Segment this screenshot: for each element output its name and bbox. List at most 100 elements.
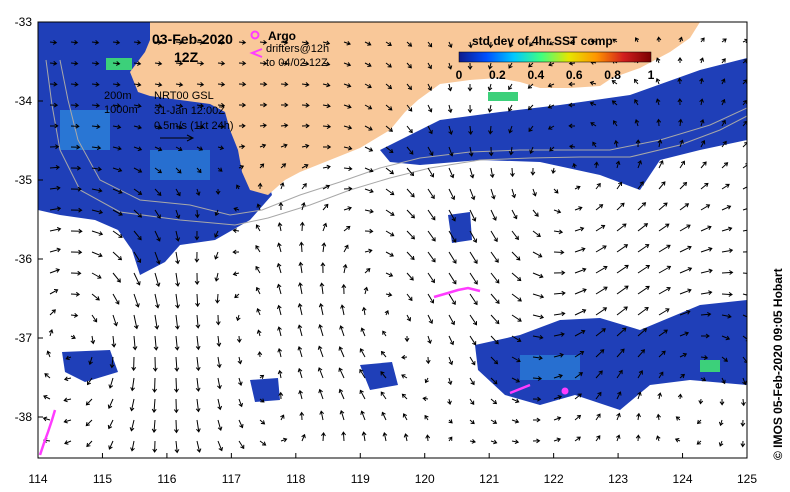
current-arrow: [322, 184, 331, 190]
current-arrow: [280, 81, 289, 87]
current-arrow: [238, 60, 247, 66]
current-arrow: [70, 291, 81, 297]
current-arrow: [527, 83, 534, 89]
current-arrow: [133, 167, 143, 173]
current-arrow: [741, 398, 746, 407]
current-arrow: [487, 104, 493, 113]
current-arrow: [343, 206, 352, 211]
current-arrow: [259, 40, 268, 45]
current-arrow: [469, 188, 476, 201]
current-arrow: [44, 373, 51, 379]
current-arrow: [700, 355, 709, 360]
current-arrow: [91, 272, 102, 279]
current-arrow: [111, 335, 117, 348]
current-arrow: [427, 293, 435, 304]
current-arrow: [447, 377, 453, 386]
current-arrow: [594, 161, 599, 169]
drifters-legend-sub: to 04/02 12Z: [266, 57, 328, 69]
map-plot-area: [38, 22, 747, 458]
current-arrow: [299, 221, 305, 232]
current-arrow: [616, 327, 627, 337]
current-arrow: [427, 62, 432, 70]
current-arrow: [406, 83, 412, 91]
current-arrow: [658, 160, 664, 169]
current-arrow: [572, 162, 577, 169]
current-arrow: [361, 306, 367, 316]
x-axis-tick-label: 114: [28, 472, 47, 486]
current-arrow: [637, 370, 643, 379]
current-arrow: [385, 272, 394, 277]
current-arrow: [427, 251, 436, 263]
current-arrow: [406, 272, 414, 281]
current-arrow: [194, 272, 200, 285]
current-arrow: [112, 209, 123, 216]
current-arrow: [657, 392, 663, 400]
current-arrow: [568, 81, 576, 87]
current-arrow: [301, 202, 306, 211]
current-arrow: [740, 419, 746, 427]
current-arrow: [86, 440, 93, 448]
current-arrow: [404, 335, 410, 343]
current-arrow: [487, 83, 493, 92]
current-arrow: [238, 398, 243, 408]
current-arrow: [385, 188, 395, 196]
x-axis-tick-label: 117: [222, 472, 241, 486]
current-arrow: [91, 145, 102, 151]
current-arrow: [721, 38, 727, 43]
current-arrow: [677, 77, 683, 85]
current-arrow: [338, 367, 345, 379]
current-arrow: [215, 293, 220, 304]
current-arrow: [112, 145, 122, 151]
current-arrow: [133, 230, 142, 241]
current-arrow: [468, 146, 474, 157]
y-axis: -33 -34 -35 -36 -37 -38: [15, 15, 43, 424]
current-arrow: [217, 102, 226, 108]
map-hour: 12Z: [174, 49, 199, 65]
imos-credit: © IMOS 05-Feb-2020 09:05 Hobart: [771, 268, 785, 460]
current-arrow: [380, 350, 387, 358]
current-arrow: [91, 61, 100, 66]
current-arrow: [216, 356, 222, 369]
current-arrow: [448, 436, 453, 442]
current-arrow: [321, 432, 326, 442]
current-arrow: [88, 356, 93, 366]
current-arrow: [108, 377, 114, 389]
current-arrow: [91, 293, 100, 301]
current-arrow: [548, 41, 555, 46]
current-arrow: [259, 143, 267, 149]
sst-patch-small2: [448, 212, 472, 243]
current-arrow: [427, 272, 435, 284]
current-arrow: [49, 123, 59, 129]
current-arrow: [551, 167, 556, 174]
current-arrow: [91, 103, 101, 108]
current-arrow: [361, 431, 367, 442]
current-arrow: [237, 377, 243, 386]
current-arrow: [322, 222, 328, 232]
current-arrow: [173, 419, 179, 434]
current-arrow: [427, 41, 433, 48]
current-arrow: [238, 440, 245, 450]
current-arrow: [217, 145, 225, 151]
current-arrow: [175, 314, 180, 330]
current-arrow: [467, 104, 473, 114]
current-arrow: [237, 356, 243, 365]
current-arrow: [259, 102, 268, 108]
current-arrow: [340, 304, 345, 316]
current-arrow: [195, 314, 201, 329]
current-arrow: [700, 377, 707, 382]
current-arrow: [448, 272, 457, 285]
current-arrow: [235, 314, 241, 322]
current-arrow: [468, 125, 473, 135]
current-arrow: [217, 398, 223, 411]
sst-patch-small3: [250, 378, 280, 402]
current-arrow: [154, 61, 163, 66]
current-arrow: [70, 123, 80, 129]
current-arrow: [297, 303, 303, 316]
current-arrow: [299, 411, 305, 421]
current-arrow: [508, 125, 513, 134]
current-arrow: [634, 37, 640, 43]
current-arrow: [319, 410, 325, 421]
current-arrow: [318, 303, 324, 316]
current-arrow: [637, 202, 647, 211]
current-arrow: [721, 78, 726, 85]
